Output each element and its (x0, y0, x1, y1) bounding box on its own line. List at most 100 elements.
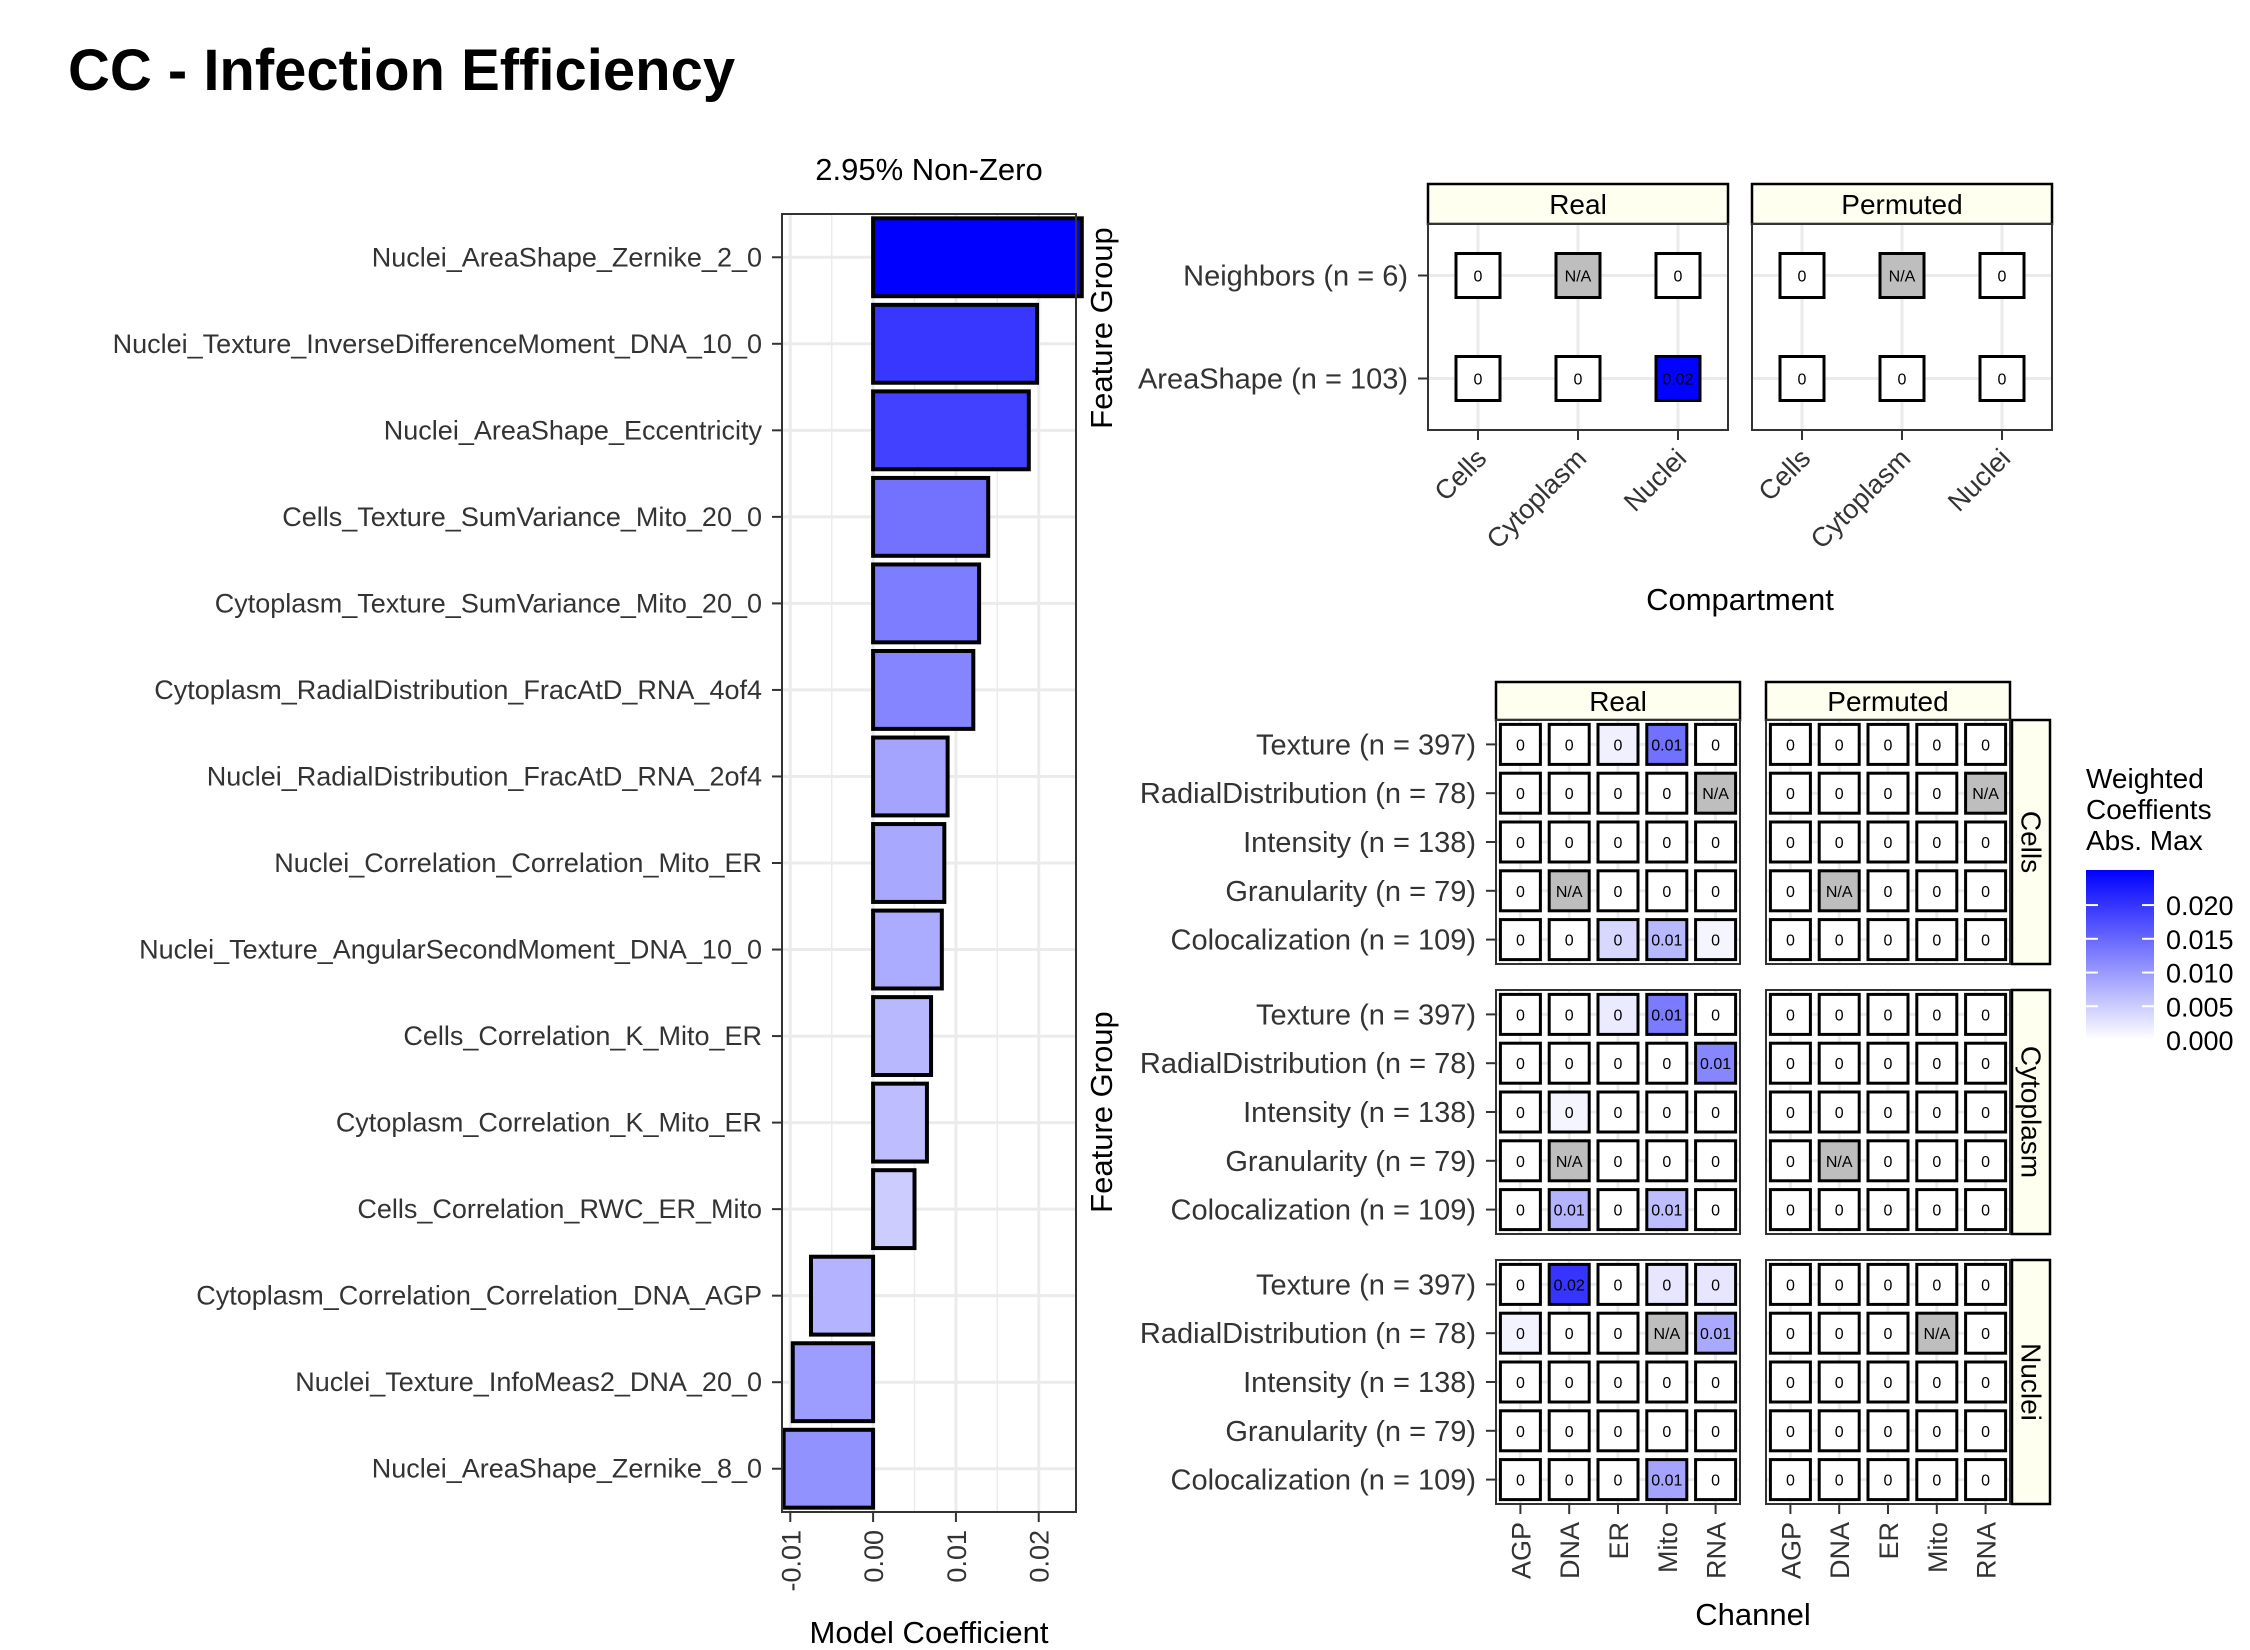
bar (871, 822, 947, 904)
heatmap-cell (1866, 1139, 1910, 1183)
y-tick-label: Colocalization (n = 109) (1171, 925, 1476, 957)
legend-tick-label: 0.010 (2166, 959, 2234, 989)
x-tick-label: Mito (1923, 1522, 1953, 1573)
heatmap-panel-border (1765, 719, 2011, 965)
heatmap-cell (1645, 992, 1689, 1036)
heatmap-cell-label: 0 (1516, 1375, 1525, 1392)
heatmap-cell-label: N/A (1923, 1326, 1950, 1343)
x-tick-label: 0.02 (1025, 1530, 1055, 1583)
heatmap-cell (1817, 1139, 1861, 1183)
y-tick-label: Cytoplasm_Correlation_K_Mito_ER (336, 1108, 762, 1138)
y-tick-label: Granularity (n = 79) (1225, 876, 1476, 908)
heatmap-cell (1768, 1458, 1812, 1502)
heatmap-cell (1694, 1458, 1738, 1502)
heatmap-cell-label: 0 (1662, 1154, 1671, 1171)
heatmap-cell (1547, 722, 1591, 766)
heatmap-cell (1915, 1188, 1959, 1232)
bar (871, 908, 944, 991)
heatmap-cell (1768, 722, 1812, 766)
heatmap-cell-label: 0 (1981, 1473, 1990, 1490)
heatmap-cell-label: 0 (1884, 1007, 1893, 1024)
y-tick-label: RadialDistribution (n = 78) (1140, 1318, 1476, 1350)
heatmap-cell (1547, 1041, 1591, 1085)
heatmap-cell-label: 0 (1786, 1007, 1795, 1024)
heatmap-cell (1978, 355, 2026, 402)
heatmap-cell (1866, 1090, 1910, 1134)
heatmap-cell-label: 0 (1614, 1007, 1623, 1024)
heatmap-cell-label: 0 (1662, 786, 1671, 803)
heatmap-cell (1978, 252, 2026, 299)
heatmap-cell (1768, 1409, 1812, 1453)
heatmap-cell (1645, 820, 1689, 864)
x-tick-label: RNA (1702, 1522, 1732, 1579)
heatmap-cell (1768, 771, 1812, 815)
heatmap-cell-label: 0 (1932, 1277, 1941, 1294)
heatmap-cell-label: 0 (1981, 1105, 1990, 1122)
heatmap-cell-label: 0 (1884, 1326, 1893, 1343)
x-tick-label: Cells (1429, 443, 1493, 507)
heatmap-cell (1596, 869, 1640, 913)
x-tick-label: Cytoplasm (1805, 443, 1916, 554)
heatmap-cell-label: 0.01 (1700, 1326, 1731, 1343)
heatmap-cell-label: 0 (1981, 1277, 1990, 1294)
heatmap-cell-label: 0 (1884, 933, 1893, 950)
heatmap-cell-label: 0 (1786, 1105, 1795, 1122)
heatmap-cell-label: 0 (1798, 269, 1807, 286)
heatmap-cell (1964, 820, 2008, 864)
heatmap-cell (1817, 1041, 1861, 1085)
heatmap-cell-label: 0 (1711, 1424, 1720, 1441)
heatmap-cell (1768, 820, 1812, 864)
heatmap-cell (1645, 918, 1689, 962)
heatmap-cell-label: 0.02 (1554, 1277, 1585, 1294)
x-tick-label: DNA (1825, 1522, 1855, 1579)
heatmap-cell-label: 0 (1884, 1473, 1893, 1490)
heatmap-cell (1547, 771, 1591, 815)
heatmap-cell (1498, 1458, 1542, 1502)
heatmap-cell (1645, 1041, 1689, 1085)
heatmap-cell-label: N/A (1702, 786, 1729, 803)
heatmap-cell-label: 0 (1884, 1375, 1893, 1392)
heatmap-cell-label: N/A (1826, 1154, 1853, 1171)
heatmap-cell-label: 0 (1884, 1424, 1893, 1441)
heatmap-cell (1654, 252, 1702, 299)
heatmap-cell-label: 0 (1516, 1154, 1525, 1171)
heatmap-cell-label: 0.01 (1651, 737, 1682, 754)
heatmap-cell-label: 0 (1884, 1056, 1893, 1073)
heatmap-cell (1694, 1188, 1738, 1232)
heatmap-cell-label: 0 (1711, 1105, 1720, 1122)
y-tick-label: Nuclei_RadialDistribution_FracAtD_RNA_2o… (207, 761, 762, 791)
heatmap-cell-label: 0 (1932, 1056, 1941, 1073)
heatmap-cell (1596, 1090, 1640, 1134)
heatmap-cell-label: 0 (1786, 1326, 1795, 1343)
heatmap-cell (1964, 1041, 2008, 1085)
facet-strip-label: Real (1549, 189, 1607, 220)
x-tick-label: RNA (1972, 1522, 2002, 1579)
y-tick-label: Texture (n = 397) (1256, 1269, 1476, 1301)
heatmap-cell-label: 0 (1565, 1326, 1574, 1343)
heatmap-cell (1817, 1262, 1861, 1306)
heatmap-cell-label: 0 (1662, 1277, 1671, 1294)
heatmap-cell-label: 0 (1516, 835, 1525, 852)
heatmap-cell-label: 0 (1516, 1056, 1525, 1073)
heatmap-cell (1768, 1262, 1812, 1306)
heatmap-cell-label: 0 (1662, 1056, 1671, 1073)
heatmap-cell (1596, 1262, 1640, 1306)
heatmap-cell-label: 0 (1932, 1154, 1941, 1171)
heatmap-cell (1964, 918, 2008, 962)
heatmap-cell (1915, 992, 1959, 1036)
heatmap-cell-label: 0 (1614, 1056, 1623, 1073)
heatmap-cell (1915, 1458, 1959, 1502)
heatmap-cell-label: 0 (1516, 1203, 1525, 1220)
heatmap-cell-label: 0 (1662, 835, 1671, 852)
heatmap-cell (1694, 992, 1738, 1036)
heatmap-cell-label: 0 (1932, 933, 1941, 950)
heatmap-cell (1964, 1188, 2008, 1232)
heatmap-cell-label: 0 (1662, 1105, 1671, 1122)
heatmap-cell (1645, 869, 1689, 913)
y-tick-label: Nuclei_AreaShape_Zernike_2_0 (372, 242, 762, 272)
heatmap-cell-label: 0 (1614, 1154, 1623, 1171)
heatmap-cell (1964, 992, 2008, 1036)
heatmap-cell-label: 0 (1516, 1326, 1525, 1343)
heatmap-cell (1915, 1360, 1959, 1404)
